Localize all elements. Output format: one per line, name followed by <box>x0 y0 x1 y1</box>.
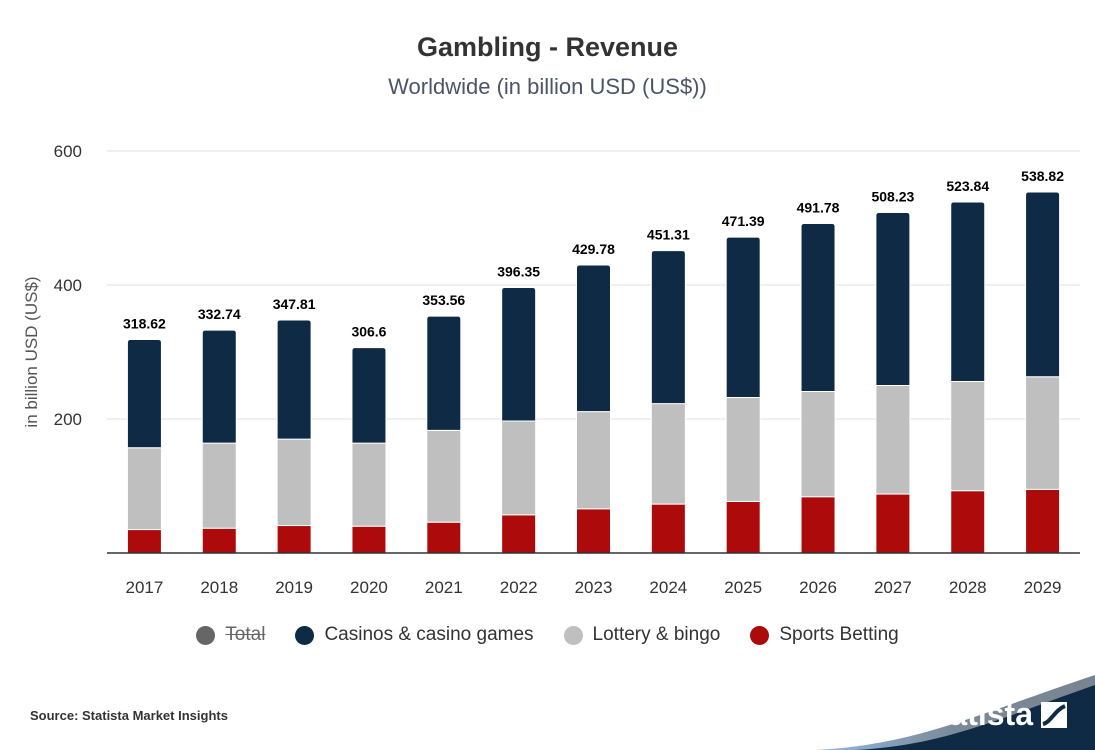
x-tick-label-2017: 2017 <box>126 578 164 597</box>
legend-label-sports-betting: Sports Betting <box>779 624 899 645</box>
bar-casinos-casino-games-2028 <box>950 201 986 382</box>
y-tick-label-200: 200 <box>54 410 82 429</box>
total-label-2029: 538.82 <box>1021 168 1064 184</box>
y-tick-label-600: 600 <box>54 142 82 161</box>
legend-marker-sports-betting <box>750 625 770 645</box>
bar-casinos-casino-games-2019 <box>276 319 312 440</box>
bar-casinos-casino-games-2027 <box>875 211 911 386</box>
bar-lottery-bingo-2021 <box>426 429 462 523</box>
total-label-2023: 429.78 <box>572 241 615 257</box>
bar-sports-betting-2029 <box>1025 488 1061 554</box>
total-label-2017: 318.62 <box>123 316 166 332</box>
x-tick-label-2028: 2028 <box>949 578 987 597</box>
chart-title: Gambling - Revenue <box>416 32 679 62</box>
total-label-2026: 491.78 <box>797 200 840 216</box>
bar-sports-betting-2020 <box>351 525 387 554</box>
chart-subtitle: Worldwide (in billion USD (US$)) <box>388 74 707 99</box>
legend-marker-total <box>196 625 216 645</box>
total-label-2019: 347.81 <box>273 296 316 312</box>
legend-item-casinos[interactable]: Casinos & casino games <box>295 624 534 646</box>
bar-lottery-bingo-2028 <box>950 380 986 492</box>
bar-lottery-bingo-2019 <box>276 438 312 527</box>
y-axis-label: in billion USD (US$) <box>22 276 41 427</box>
legend-label-lottery: Lottery & bingo <box>592 624 721 645</box>
bar-sports-betting-2025 <box>725 500 761 554</box>
bar-casinos-casino-games-2029 <box>1025 191 1061 378</box>
bar-casinos-casino-games-2020 <box>351 347 387 444</box>
total-label-2025: 471.39 <box>722 213 765 229</box>
bar-lottery-bingo-2017 <box>126 447 162 531</box>
bar-lottery-bingo-2024 <box>650 403 686 505</box>
x-tick-label-2022: 2022 <box>500 578 538 597</box>
legend-item-total[interactable]: Total <box>196 624 265 646</box>
bar-lottery-bingo-2022 <box>501 420 537 516</box>
x-tick-label-2026: 2026 <box>799 578 837 597</box>
bar-lottery-bingo-2025 <box>725 397 761 502</box>
bar-sports-betting-2028 <box>950 490 986 554</box>
bar-casinos-casino-games-2024 <box>650 250 686 405</box>
bar-lottery-bingo-2029 <box>1025 376 1061 490</box>
bar-sports-betting-2018 <box>201 527 237 554</box>
brand-wordmark: statista <box>920 696 1033 732</box>
legend-item-lottery[interactable]: Lottery & bingo <box>563 624 721 646</box>
statista-logo[interactable]: statista <box>921 696 1067 733</box>
total-label-2027: 508.23 <box>871 188 914 204</box>
legend-marker-casinos <box>295 625 315 645</box>
x-tick-label-2025: 2025 <box>724 578 762 597</box>
y-tick-label-400: 400 <box>54 276 82 295</box>
bar-casinos-casino-games-2017 <box>126 339 162 449</box>
bar-lottery-bingo-2026 <box>800 391 836 498</box>
total-label-2021: 353.56 <box>422 292 465 308</box>
x-tick-label-2021: 2021 <box>425 578 463 597</box>
total-label-2020: 306.6 <box>351 324 386 340</box>
bar-sports-betting-2022 <box>501 514 537 554</box>
bar-lottery-bingo-2027 <box>875 385 911 495</box>
legend-label-total: Total <box>225 624 266 645</box>
bar-casinos-casino-games-2023 <box>576 264 611 413</box>
x-tick-label-2024: 2024 <box>649 578 687 597</box>
brand-wave-background <box>815 675 1095 750</box>
x-tick-label-2029: 2029 <box>1024 578 1062 597</box>
source-note: Source: Statista Market Insights <box>30 708 228 723</box>
bar-casinos-casino-games-2026 <box>800 223 836 393</box>
x-tick-label-2020: 2020 <box>350 578 388 597</box>
bar-sports-betting-2019 <box>276 525 312 554</box>
bar-lottery-bingo-2020 <box>351 442 387 527</box>
x-tick-label-2027: 2027 <box>874 578 912 597</box>
chart-plot: 200 400 600 in billion USD (US$) 318.62 2017 3… <box>22 142 1080 597</box>
total-label-2022: 396.35 <box>497 263 540 279</box>
bar-sports-betting-2021 <box>426 521 462 554</box>
bar-sports-betting-2024 <box>650 503 686 554</box>
x-tick-label-2023: 2023 <box>575 578 613 597</box>
legend-item-sports-betting[interactable]: Sports Betting <box>750 624 899 646</box>
bar-casinos-casino-games-2025 <box>725 236 761 399</box>
x-tick-label-2019: 2019 <box>275 578 313 597</box>
bar-casinos-casino-games-2021 <box>426 315 462 431</box>
legend-label-casinos: Casinos & casino games <box>324 624 534 645</box>
total-label-2018: 332.74 <box>198 306 241 322</box>
bar-casinos-casino-games-2018 <box>201 329 237 444</box>
bar-lottery-bingo-2023 <box>576 411 611 510</box>
total-label-2024: 451.31 <box>647 227 690 243</box>
statista-mark-icon <box>1041 701 1067 728</box>
chart-legend: Total Casinos & casino games Lottery & b… <box>0 624 1095 646</box>
legend-marker-lottery <box>563 625 583 645</box>
bar-casinos-casino-games-2022 <box>501 286 537 422</box>
bar-sports-betting-2023 <box>576 508 611 554</box>
bar-lottery-bingo-2018 <box>201 442 237 529</box>
bar-sports-betting-2027 <box>875 493 911 554</box>
total-label-2028: 523.84 <box>946 178 989 194</box>
bar-sports-betting-2026 <box>800 496 836 554</box>
bar-sports-betting-2017 <box>126 529 162 554</box>
x-tick-label-2018: 2018 <box>200 578 238 597</box>
